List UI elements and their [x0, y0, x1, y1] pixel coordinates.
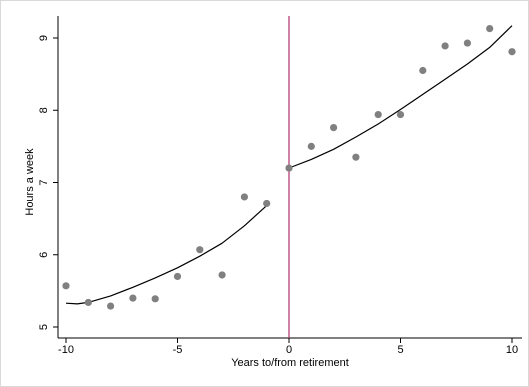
- chart-marks: [62, 16, 516, 338]
- y-tick-label: 6: [38, 252, 50, 258]
- data-point: [307, 142, 315, 150]
- data-point: [486, 25, 494, 33]
- x-axis-label: Years to/from retirement: [231, 357, 349, 369]
- data-point: [374, 110, 382, 119]
- y-axis-label: Hours a week: [24, 148, 36, 216]
- x-tick-label: -10: [58, 344, 74, 356]
- x-tick-label: 10: [506, 344, 518, 356]
- data-point: [129, 294, 137, 302]
- data-point: [107, 302, 115, 310]
- data-point: [396, 110, 405, 119]
- data-point: [441, 42, 449, 50]
- y-tick-label: 5: [38, 324, 50, 330]
- data-point: [508, 48, 516, 56]
- data-point: [240, 193, 248, 201]
- y-tick-label: 9: [38, 35, 50, 41]
- data-point: [62, 282, 70, 290]
- data-point: [84, 298, 92, 307]
- data-point: [173, 272, 182, 281]
- data-point: [352, 153, 360, 161]
- data-point: [218, 271, 226, 279]
- axes: -10 -5 0 5 10 5 6 7 8 9: [38, 16, 522, 356]
- data-point: [419, 66, 427, 75]
- fit-line: [288, 25, 513, 169]
- data-point: [285, 164, 293, 172]
- data-point: [330, 123, 338, 132]
- y-tick-label: 7: [38, 179, 50, 185]
- y-tick-label: 8: [38, 107, 50, 113]
- data-point: [463, 39, 471, 47]
- data-point: [263, 199, 271, 208]
- x-tick-label: -5: [173, 344, 183, 356]
- x-tick-label: 0: [286, 344, 292, 356]
- x-tick-label: 5: [397, 344, 403, 356]
- fit-line: [65, 205, 268, 305]
- data-point: [151, 295, 159, 303]
- data-point: [196, 246, 204, 254]
